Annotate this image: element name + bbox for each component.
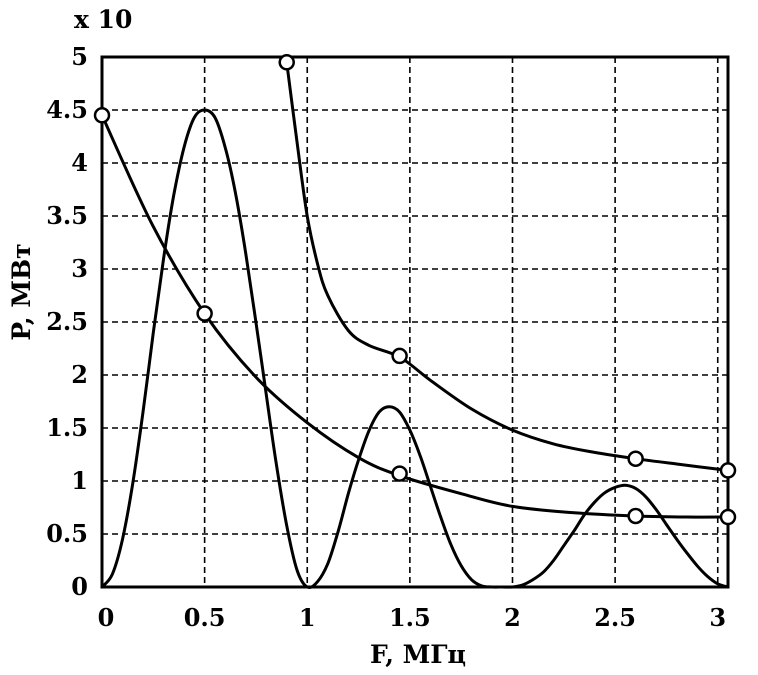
marker-layer [93, 54, 737, 526]
x-tick-labels: 0 0.5 1 1.5 2 2.5 3 [98, 603, 726, 632]
series-line-1 [100, 108, 730, 590]
x-tick-label: 0 [98, 603, 115, 632]
y-tick-label: 1 [71, 466, 88, 495]
series-3-marker [627, 450, 644, 467]
y-tick-label: 0 [71, 572, 88, 601]
series-2-marker [627, 507, 644, 525]
x-axis-title: F, МГц [370, 640, 466, 669]
y-tick-label: 5 [71, 42, 88, 71]
series-2-marker [719, 508, 737, 526]
y-tick-label: 3 [71, 254, 88, 283]
y-tick-labels: 0 0.5 1 1.5 2 2.5 3 3.5 4 4.5 5 [46, 42, 88, 601]
y-multiplier-label: x 10 [74, 5, 132, 34]
x-tick-label: 1.5 [389, 603, 431, 632]
y-tick-label: 2.5 [46, 307, 88, 336]
series-2-marker [196, 305, 213, 322]
y-axis-title: P, МВт [7, 243, 36, 340]
series-line-3 [285, 60, 730, 472]
y-tick-label: 1.5 [46, 413, 88, 442]
series-3-marker [719, 462, 737, 479]
x-tick-label: 0.5 [184, 603, 226, 632]
x-tick-label: 2 [504, 603, 521, 632]
y-tick-label: 4.5 [46, 95, 88, 124]
series-3-marker [278, 54, 295, 71]
y-tick-label: 2 [71, 360, 88, 389]
plot-frame [100, 55, 730, 589]
x-tick-label: 3 [709, 603, 726, 632]
grid [102, 57, 728, 587]
series-3-marker [391, 347, 408, 365]
series-2-marker [391, 465, 408, 482]
y-tick-label: 3.5 [46, 201, 88, 230]
series-2-marker [93, 107, 111, 124]
y-tick-label: 4 [71, 148, 88, 177]
x-tick-label: 1 [299, 603, 316, 632]
x-tick-label: 2.5 [594, 603, 636, 632]
y-tick-label: 0.5 [46, 519, 88, 548]
